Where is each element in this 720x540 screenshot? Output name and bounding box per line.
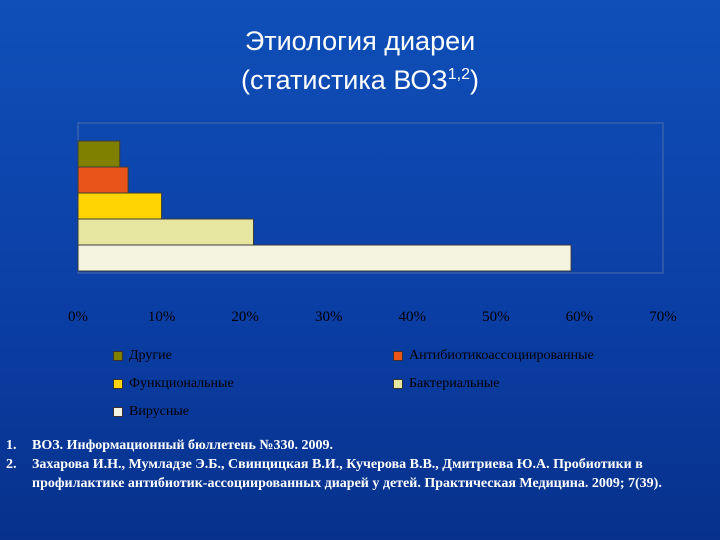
legend-label-4: Вирусные (129, 404, 189, 419)
legend-item-3: Бактериальные (393, 376, 500, 392)
bar-chart: 0% 10% 20% 30% 40% 50% 60% 70% (68, 122, 677, 325)
reference-item-1: 1. ВОЗ. Информационный бюллетень №330. 2… (6, 436, 716, 455)
bar-0 (77, 140, 121, 168)
x-tick-label-3: 30% (315, 309, 343, 325)
x-tick-label-5: 50% (482, 309, 510, 325)
legend-label-2: Функциональные (129, 376, 234, 391)
x-tick-label-6: 60% (566, 309, 594, 325)
chart-title: Этиология диареи (244, 26, 476, 56)
legend-item-2: Функциональные (113, 376, 234, 392)
legend-swatch-3 (393, 379, 403, 389)
subtitle-superscript: 1,2 (447, 66, 470, 83)
legend-label-0: Другие (129, 348, 172, 363)
reference-text: Захарова И.Н., Мумладзе Э.Б., Свинцицкая… (32, 457, 662, 491)
subtitle-close: ) (469, 65, 479, 95)
x-tick-label-1: 10% (148, 309, 176, 325)
x-tick-label-4: 40% (399, 309, 427, 325)
legend-swatch-4 (113, 407, 123, 417)
legend-swatch-2 (113, 379, 123, 389)
legend-swatch-0 (113, 351, 123, 361)
reference-number: 2. (6, 457, 17, 472)
legend-item-1: Антибиотикоассоциированные (393, 348, 594, 364)
legend-item-0: Другие (113, 348, 172, 364)
references-list: 1. ВОЗ. Информационный бюллетень №330. 2… (6, 436, 716, 493)
reference-number: 1. (6, 438, 17, 453)
legend-item-4: Вирусные (113, 404, 189, 420)
legend-label-1: Антибиотикоассоциированные (409, 348, 594, 363)
bar-4 (77, 244, 572, 272)
reference-item-2: 2. Захарова И.Н., Мумладзе Э.Б., Свинциц… (6, 455, 716, 493)
x-tick-label-7: 70% (649, 309, 677, 325)
subtitle-text: (статистика ВОЗ (241, 65, 448, 95)
reference-text: ВОЗ. Информационный бюллетень №330. 2009… (32, 438, 333, 453)
legend-label-3: Бактериальные (409, 376, 500, 391)
bar-1 (77, 166, 129, 194)
bar-3 (77, 218, 254, 246)
bar-2 (77, 192, 163, 220)
x-tick-label-2: 20% (231, 309, 259, 325)
chart-subtitle: (статистика ВОЗ1,2) (0, 58, 720, 97)
legend-swatch-1 (393, 351, 403, 361)
x-tick-label-0: 0% (68, 309, 88, 325)
